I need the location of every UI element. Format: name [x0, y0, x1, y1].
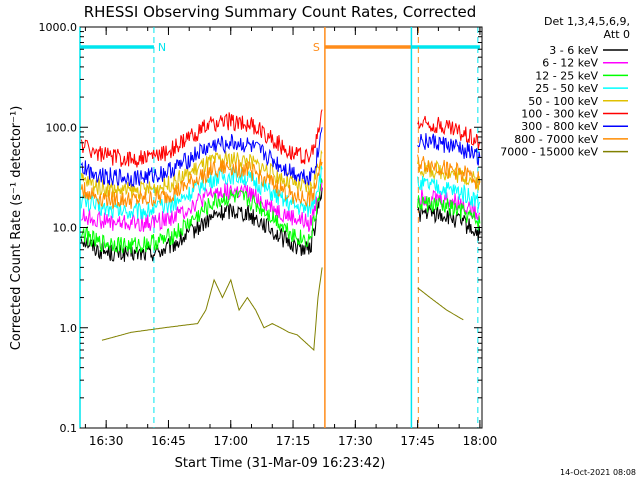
x-tick-label: 16:45 [151, 434, 186, 448]
legend-entry-label: 12 - 25 keV [535, 69, 598, 82]
series-line-1 [81, 179, 323, 232]
series-line-3 [80, 165, 323, 220]
legend-header-line-2: Att 0 [604, 28, 630, 41]
series-line-7 [417, 154, 481, 189]
plot-frame [79, 26, 483, 429]
legend-entry-label: 6 - 12 keV [542, 57, 598, 70]
series-line-8 [417, 287, 464, 321]
legend-entry-label: 100 - 300 keV [521, 108, 598, 121]
y-tick-label: 1.0 [60, 322, 78, 335]
y-axis-ticks: 0.1 1.0 10.0 100.0 1000.0 [39, 21, 482, 435]
x-axis-ticks: 16:30 16:45 17:00 17:15 17:30 17:45 18:00 [84, 27, 498, 448]
x-tick-label: 17:45 [400, 434, 435, 448]
series-line-3 [417, 175, 481, 210]
series-line-5 [417, 115, 481, 150]
x-tick-label: 18:00 [463, 434, 498, 448]
legend-entry-label: 3 - 6 keV [549, 44, 598, 57]
x-tick-label: 17:30 [338, 434, 373, 448]
series-line-2 [80, 178, 323, 254]
y-axis-label: Corrected Count Rate (s⁻¹ detector⁻¹) [9, 106, 24, 351]
y-tick-label: 100.0 [46, 121, 78, 134]
y-tick-label: 0.1 [60, 422, 78, 435]
series-line-8 [101, 267, 323, 352]
series-line-4 [80, 149, 323, 201]
legend-entry-label: 300 - 800 keV [521, 120, 598, 133]
series-line-6 [80, 127, 323, 188]
series-line-5 [80, 109, 323, 168]
series-line-7 [80, 158, 323, 210]
footer-date: 14-Oct-2021 08:08 [560, 468, 636, 477]
x-tick-label: 17:00 [213, 434, 248, 448]
legend-header-line-1: Det 1,3,4,5,6,9, [544, 15, 630, 28]
series-lines [80, 109, 481, 352]
flag-label-S: S [313, 41, 320, 54]
x-tick-label: 16:30 [89, 434, 124, 448]
legend-entry-label: 7000 - 15000 keV [500, 146, 598, 159]
series-line-2 [417, 195, 481, 231]
y-tick-label: 10.0 [53, 222, 78, 235]
x-axis-label: Start Time (31-Mar-09 16:23:42) [175, 456, 386, 471]
legend-entry-label: 25 - 50 keV [535, 82, 598, 95]
x-tick-label: 17:15 [276, 434, 311, 448]
legend-entry-label: 800 - 7000 keV [514, 133, 598, 146]
chart-title: RHESSI Observing Summary Count Rates, Co… [84, 3, 477, 21]
series-line-6 [417, 133, 481, 166]
y-tick-label: 1000.0 [39, 21, 78, 34]
legend-entry-label: 50 - 100 keV [528, 95, 598, 108]
series-line-0 [80, 187, 323, 262]
flag-label-N: N [158, 41, 166, 54]
